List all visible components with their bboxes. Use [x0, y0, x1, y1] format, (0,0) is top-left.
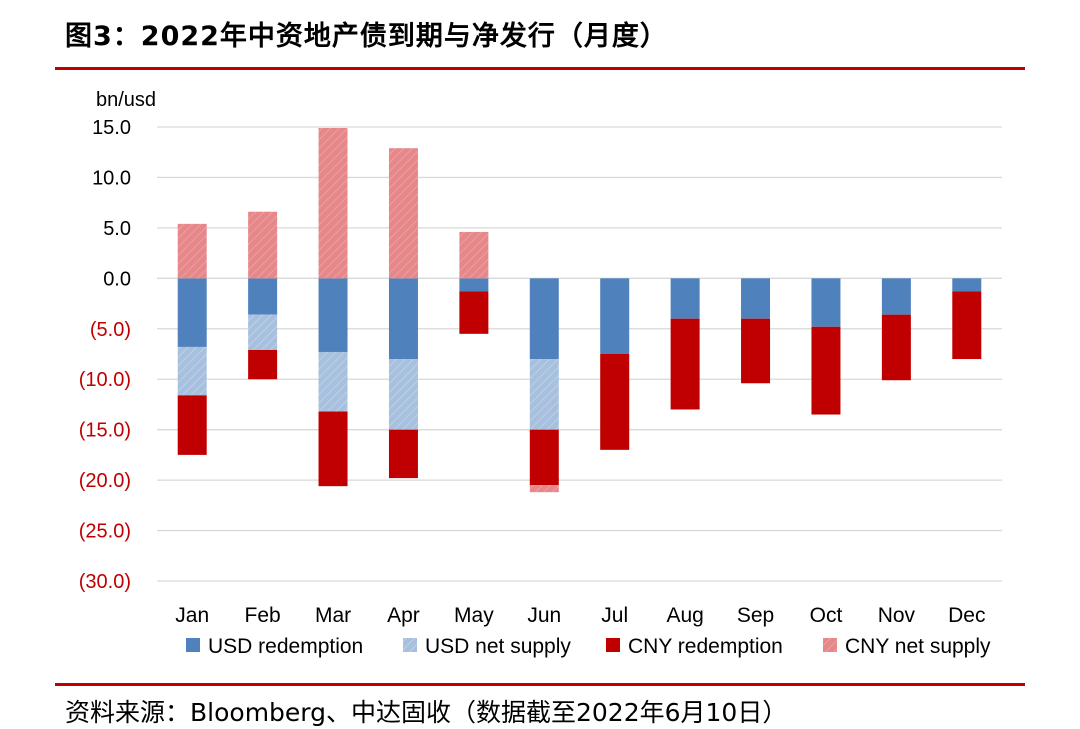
bar-usd-redemption [388, 278, 418, 360]
source-note: 资料来源：Bloomberg、中达固收（数据截至2022年6月10日） [65, 698, 788, 727]
bar-usd-net-supply [177, 346, 207, 396]
bottom-rule [55, 683, 1025, 686]
y-unit-label: bn/usd [96, 89, 156, 111]
bar-cny-redemption [318, 411, 348, 487]
legend-label: USD redemption [208, 635, 363, 658]
y-tick-label: (15.0) [79, 420, 131, 442]
legend-label: CNY redemption [628, 635, 783, 658]
x-tick-label: Jul [601, 604, 628, 627]
bar-cny-redemption [248, 349, 278, 380]
bar-cny-redemption [529, 429, 559, 486]
bar-usd-net-supply [248, 314, 278, 350]
bar-usd-redemption [318, 278, 348, 352]
top-rule [55, 67, 1025, 70]
y-tick-label: 15.0 [92, 117, 131, 139]
bar-usd-redemption [811, 278, 841, 327]
bar-usd-net-supply [318, 351, 348, 412]
y-tick-label: (10.0) [79, 369, 131, 391]
bar-usd-redemption [741, 278, 771, 319]
bar-cny-redemption [177, 395, 207, 455]
bar-cny-redemption [670, 318, 700, 410]
bar-usd-redemption [952, 278, 982, 292]
legend-swatch [403, 638, 417, 652]
bar-cny-redemption [600, 354, 630, 450]
y-tick-label: 0.0 [103, 268, 131, 290]
bar-cny-redemption [811, 326, 841, 415]
bar-cny-redemption [741, 318, 771, 384]
y-tick-label: (5.0) [90, 319, 131, 341]
bar-cny-net-supply [248, 211, 278, 279]
bar-cny-redemption [459, 291, 489, 334]
bar-cny-net-supply [459, 231, 489, 279]
chart-title: 图3：2022年中资地产债到期与净发行（月度） [65, 21, 668, 52]
bar-usd-net-supply [388, 359, 418, 430]
x-tick-label: Dec [948, 604, 985, 627]
y-tick-label: 5.0 [103, 218, 131, 240]
bar-usd-redemption [881, 278, 911, 315]
x-tick-label: Aug [666, 604, 703, 627]
x-tick-label: Nov [878, 604, 916, 627]
bar-usd-net-supply [529, 359, 559, 430]
y-tick-label: (30.0) [79, 571, 131, 593]
x-tick-label: Sep [737, 604, 774, 627]
x-tick-label: May [454, 604, 494, 627]
legend-swatch [186, 638, 200, 652]
bar-cny-net-supply [529, 485, 559, 493]
bar-cny-net-supply [318, 128, 348, 279]
legend-swatch [606, 638, 620, 652]
bar-usd-redemption [529, 278, 559, 360]
x-tick-label: Jan [175, 604, 209, 627]
bar-usd-redemption [670, 278, 700, 319]
x-tick-label: Oct [810, 604, 843, 627]
y-tick-label: (20.0) [79, 470, 131, 492]
bar-cny-net-supply [177, 223, 207, 279]
x-tick-label: Mar [315, 604, 351, 627]
bar-usd-redemption [248, 278, 278, 315]
bar-cny-redemption [952, 291, 982, 360]
x-tick-label: Feb [245, 604, 281, 627]
bar-cny-redemption [881, 314, 911, 381]
legend-label: USD net supply [425, 635, 571, 658]
bar-usd-redemption [459, 278, 489, 292]
bar-cny-redemption [388, 429, 418, 479]
legend-swatch [823, 638, 837, 652]
x-tick-label: Jun [527, 604, 561, 627]
x-tick-label: Apr [387, 604, 420, 627]
bar-cny-net-supply [388, 148, 418, 279]
legend-label: CNY net supply [845, 635, 991, 658]
bar-usd-redemption [600, 278, 630, 354]
y-tick-label: (25.0) [79, 521, 131, 543]
bar-usd-redemption [177, 278, 207, 347]
y-tick-label: 10.0 [92, 167, 131, 189]
